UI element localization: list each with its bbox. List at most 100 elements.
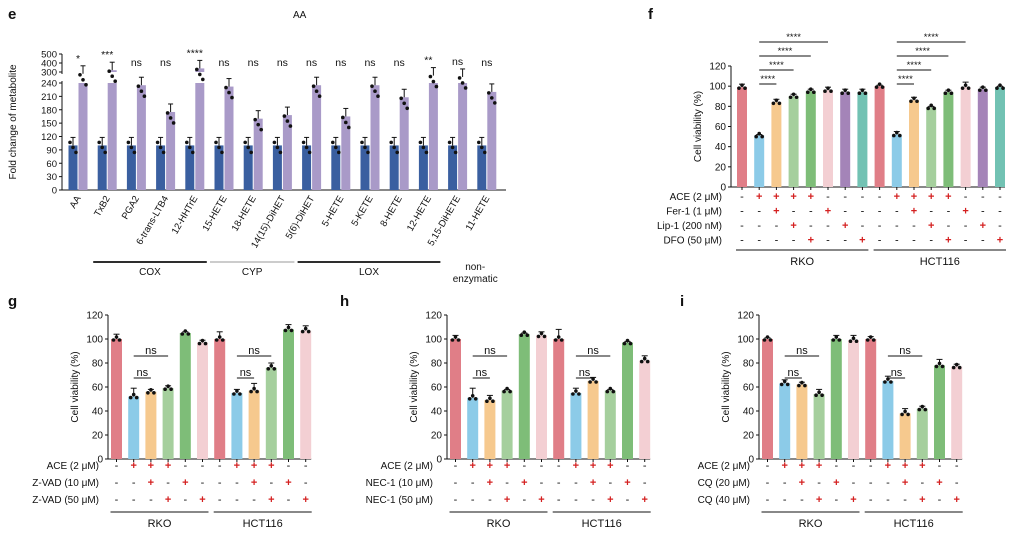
- y-axis-label: Cell viability (%): [721, 351, 732, 422]
- treatment-sign: -: [740, 235, 744, 247]
- treatment-label: ACE (2 μM): [670, 192, 722, 203]
- data-point: [559, 338, 564, 342]
- treatment-sign: -: [287, 460, 291, 472]
- bar: [248, 390, 260, 459]
- data-point: [522, 330, 527, 335]
- treatment-sign: -: [869, 477, 873, 489]
- bar-control: [68, 145, 78, 190]
- bar: [943, 92, 954, 187]
- data-point: [757, 131, 761, 136]
- data-point: [923, 407, 928, 412]
- significance-label: *: [76, 53, 80, 65]
- bar-control: [331, 145, 341, 190]
- data-point: [389, 140, 394, 145]
- category-label: PGA2: [120, 194, 142, 221]
- treatment-sign: +: [590, 460, 596, 472]
- significance-label: ****: [187, 47, 203, 59]
- data-point: [363, 145, 367, 150]
- bar: [882, 381, 894, 459]
- data-point: [278, 150, 283, 155]
- y-tick-label: 60: [92, 383, 104, 394]
- data-point: [128, 395, 133, 400]
- significance-label: ns: [579, 367, 591, 379]
- data-point: [171, 121, 176, 125]
- data-point: [149, 388, 153, 392]
- treatment-sign: -: [488, 494, 492, 506]
- data-point: [854, 339, 859, 344]
- panel-letter-f: f: [648, 6, 654, 23]
- treatment-sign: -: [574, 494, 578, 506]
- treatment-sign: +: [573, 460, 579, 472]
- treatment-sign: -: [843, 235, 847, 247]
- treatment-sign: -: [183, 460, 187, 472]
- data-point: [230, 95, 234, 100]
- data-point: [134, 395, 139, 400]
- treatment-label: Lip-1 (200 nM): [657, 221, 722, 232]
- data-point: [275, 145, 280, 150]
- bar: [813, 394, 825, 459]
- y-tick-label: 150: [41, 119, 57, 130]
- bar: [450, 339, 461, 459]
- data-point: [949, 91, 954, 96]
- cell-line-label: RKO: [790, 256, 814, 268]
- y-tick-label: 100: [709, 82, 726, 93]
- treatment-label: CQ (40 μM): [698, 495, 750, 506]
- bar-treated: [341, 116, 351, 190]
- data-point: [282, 114, 287, 118]
- treatment-sign: -: [834, 460, 838, 472]
- treatment-sign: -: [869, 494, 873, 506]
- data-point: [608, 386, 613, 391]
- data-point: [556, 335, 561, 339]
- bar-treated: [78, 83, 88, 190]
- treatment-sign: +: [911, 206, 917, 218]
- treatment-sign: -: [757, 235, 761, 247]
- treatment-sign: -: [947, 220, 951, 232]
- data-point: [259, 127, 264, 132]
- group-label: CYP: [242, 267, 263, 278]
- group-label-enzymatic: enzymatic: [453, 274, 498, 285]
- data-point: [477, 140, 481, 145]
- treatment-sign: -: [574, 477, 578, 489]
- data-point: [344, 120, 348, 125]
- data-point: [402, 101, 407, 106]
- treatment-sign: +: [538, 494, 544, 506]
- data-point: [645, 359, 650, 364]
- treatment-sign: +: [997, 235, 1003, 247]
- data-point: [860, 88, 865, 93]
- bar-control: [126, 145, 136, 190]
- treatment-sign: -: [557, 460, 561, 472]
- data-point: [851, 336, 856, 341]
- data-point: [940, 364, 945, 369]
- data-point: [191, 150, 195, 155]
- data-point: [255, 389, 259, 394]
- treatment-sign: -: [843, 191, 847, 203]
- treatment-sign: +: [521, 477, 527, 489]
- y-axis-label: Cell viability (%): [409, 351, 420, 422]
- treatment-sign: -: [783, 494, 787, 506]
- data-point: [895, 130, 899, 135]
- treatment-sign: -: [955, 460, 959, 472]
- bar: [840, 92, 851, 187]
- significance-label: ns: [145, 345, 157, 357]
- data-point: [754, 134, 758, 139]
- data-point: [126, 140, 131, 145]
- treatment-sign: -: [938, 494, 942, 506]
- treatment-sign: +: [590, 477, 596, 489]
- data-point: [457, 76, 462, 80]
- data-point: [639, 359, 644, 364]
- y-tick-label: 40: [92, 407, 104, 418]
- treatment-sign: -: [557, 477, 561, 489]
- data-point: [857, 91, 862, 96]
- treatment-label: DFO (50 μM): [663, 236, 722, 247]
- data-point: [169, 387, 173, 392]
- y-tick-label: 120: [737, 311, 754, 322]
- treatment-label: ACE (2 μM): [698, 461, 750, 472]
- data-point: [622, 341, 627, 346]
- data-point: [317, 94, 322, 99]
- data-point: [129, 145, 134, 150]
- data-point: [553, 338, 558, 342]
- treatment-sign: -: [861, 206, 865, 218]
- bar-treated: [166, 111, 176, 190]
- data-point: [574, 389, 578, 393]
- data-point: [865, 338, 870, 342]
